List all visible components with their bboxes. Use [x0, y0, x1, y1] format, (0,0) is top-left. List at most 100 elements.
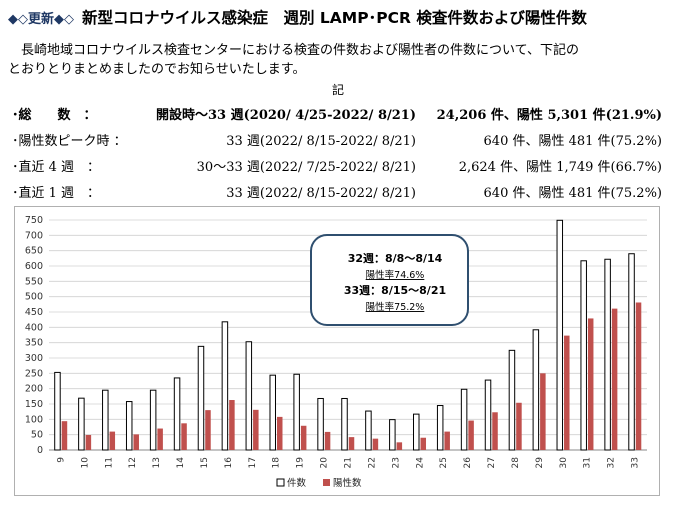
callout-line: 陽性率74.6%	[366, 269, 425, 281]
bar-tests	[317, 397, 324, 451]
y-tick-label: 200	[25, 384, 43, 395]
chart-frame: 0 50 100 150 200 250 300 350 400 450 500 550 600 650 7…	[14, 206, 660, 496]
summary-label: ･直近 4 週 ：	[12, 160, 101, 175]
summary-result: 640 件、陽性 481 件(75.2%)	[483, 186, 662, 201]
summary-result: 640 件、陽性 481 件(75.2%)	[483, 134, 662, 149]
bar-tests	[102, 389, 109, 451]
bar-tests	[484, 379, 492, 451]
bar-positives	[133, 434, 139, 450]
bar-positives	[516, 402, 522, 450]
bar-tests	[460, 388, 468, 451]
bar-tests	[389, 419, 396, 451]
summary-label: ･直近 1 週 ：	[12, 186, 101, 201]
x-tick-label: 25	[439, 457, 449, 468]
weekly-tests-chart: 0 50 100 150 200 250 300 350 400 450 500 550 600 650 7…	[25, 215, 647, 489]
legend-swatch-tests	[276, 478, 285, 487]
bar-tests	[532, 329, 540, 451]
summary-period: 開設時～33 週(2020/ 4/25-2022/ 8/21)	[156, 108, 416, 123]
x-tick-label: 26	[463, 457, 473, 469]
bar-positives	[444, 431, 450, 450]
x-tick-label: 20	[320, 457, 330, 469]
bar-positives	[109, 431, 116, 450]
summary-period: 33 週(2022/ 8/15-2022/ 8/21)	[226, 134, 416, 149]
y-tick-label: 700	[25, 230, 43, 241]
summary-label: ･総 数 ：	[12, 108, 97, 123]
bar-positives	[324, 431, 331, 450]
summary-row-last1: ･直近 1 週 ： 33 週(2022/ 8/15-2022/ 8/21) 64…	[8, 179, 668, 205]
y-tick-label: 50	[31, 430, 43, 441]
bar-tests	[149, 389, 157, 451]
bar-tests	[78, 397, 85, 451]
x-tick-label: 24	[415, 457, 425, 469]
x-tick-label: 22	[367, 457, 377, 468]
summary-row-last4: ･直近 4 週 ： 30～33 週(2022/ 7/25-2022/ 8/21)…	[8, 153, 668, 179]
bar-tests	[54, 371, 61, 451]
bar-tests	[365, 410, 372, 451]
y-tick-label: 150	[25, 399, 43, 410]
callout-box	[310, 234, 469, 326]
intro-line-2: とおりとりまとめましたのでお知らせいたします。	[8, 62, 306, 77]
x-tick-label: 23	[391, 457, 401, 468]
intro-line-1: 長崎地域コロナウイルス検査センターにおける検査の件数および陽性者の件数について、…	[21, 43, 579, 58]
y-tick-label: 600	[25, 261, 43, 272]
y-tick-label: 400	[25, 322, 43, 333]
bar-tests	[413, 413, 420, 451]
bar-positives	[157, 428, 163, 450]
y-tick-label: 750	[25, 215, 43, 226]
bar-positives	[348, 437, 355, 450]
bar-positives	[396, 442, 403, 450]
callout-line: 32週：8/8～8/14	[348, 251, 443, 265]
bar-tests	[508, 349, 516, 451]
x-tick-label: 15	[200, 457, 210, 468]
legend-label-tests: 件数	[287, 477, 307, 489]
callout-line: 33週：8/15～8/21	[344, 283, 446, 297]
summary-result: 2,624 件、陽性 1,749 件(66.7%)	[458, 160, 662, 175]
bar-tests	[221, 321, 229, 451]
x-tick-label: 27	[487, 457, 497, 468]
bar-positives	[635, 302, 642, 450]
x-tick-label: 19	[296, 457, 306, 469]
x-tick-label: 14	[176, 457, 186, 469]
bar-tests	[436, 405, 444, 451]
bar-positives	[372, 438, 379, 450]
bar-positives	[181, 423, 187, 450]
bar-positives	[492, 412, 498, 450]
y-tick-label: 650	[25, 246, 43, 257]
bar-tests	[245, 341, 253, 451]
bar-positives	[205, 410, 211, 450]
x-tick-label: 28	[511, 457, 521, 469]
summary-period: 30～33 週(2022/ 7/25-2022/ 8/21)	[196, 160, 416, 175]
legend-swatch-positives	[323, 479, 330, 486]
x-tick-label: 33	[631, 457, 641, 468]
y-tick-label: 300	[25, 353, 43, 364]
bar-tests	[628, 253, 635, 451]
y-tick-label: 250	[25, 368, 43, 379]
bar-positives	[253, 409, 259, 450]
bar-positives	[420, 437, 427, 450]
page-title: 新型コロナウイルス感染症 週別 LAMP･PCR 検査件数および陽性件数	[82, 9, 587, 27]
x-tick-label: 32	[607, 457, 617, 468]
bar-tests	[197, 345, 205, 451]
summary-row-peak: ･陽性数ピーク時 ： 33 週(2022/ 8/15-2022/ 8/21) 6…	[8, 127, 668, 153]
bar-positives	[564, 335, 570, 450]
bar-tests	[125, 401, 133, 451]
y-tick-label: 450	[25, 307, 43, 318]
bar-tests	[556, 219, 564, 451]
x-tick-label: 10	[80, 457, 90, 469]
bar-positives	[611, 308, 618, 450]
x-tick-label: 12	[128, 457, 138, 468]
summary-period: 33 週(2022/ 8/15-2022/ 8/21)	[226, 186, 416, 201]
bar-tests	[341, 397, 348, 451]
x-tick-label: 29	[535, 457, 545, 469]
x-tick-label: 17	[248, 457, 258, 468]
update-badge: ◆◇更新◆◇	[8, 12, 74, 27]
summary-result: 24,206 件、陽性 5,301 件(21.9%)	[436, 108, 662, 123]
x-tick-label: 13	[152, 457, 162, 468]
x-tick-label: 16	[224, 457, 234, 469]
bar-positives	[229, 400, 235, 450]
callout-line: 陽性率75.2%	[366, 301, 425, 313]
summary-label: ･陽性数ピーク時 ：	[12, 134, 127, 149]
bar-positives	[300, 425, 307, 450]
summary-row-total: ･総 数 ： 開設時～33 週(2020/ 4/25-2022/ 8/21) 2…	[8, 101, 668, 127]
x-tick-label: 21	[344, 457, 354, 468]
